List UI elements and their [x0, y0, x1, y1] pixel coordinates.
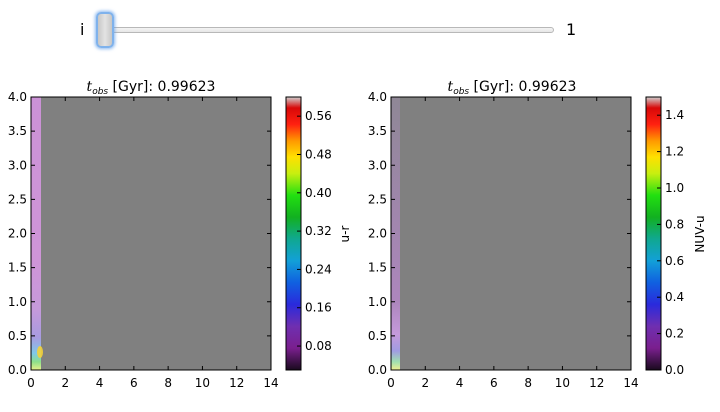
panel-right-xtick-label: 8	[524, 376, 532, 390]
panel-left-title: tobs [Gyr]: 0.99623	[87, 79, 216, 97]
panel-left-ytick-label: 1.0	[8, 295, 27, 309]
panel-right-colorbar-tick-label: 1.4	[665, 108, 684, 122]
panel-right-ytick-label: 2.0	[368, 227, 387, 241]
panel-right-colorbar-tick-label: 0.8	[665, 217, 684, 231]
panel-left-colorbar	[285, 96, 302, 371]
slider-handle[interactable]	[96, 12, 115, 48]
panel-left-colorbar-tick-label: 0.56	[305, 109, 332, 123]
panel-right-xtick-label: 0	[387, 376, 395, 390]
panel-right-xtick-label: 2	[421, 376, 429, 390]
panel-right-colorbar-tick-label: 0.0	[665, 363, 684, 377]
panel-right-colorbar-label: NUV-u	[693, 215, 707, 252]
panel-left-ytick-label: 1.5	[8, 261, 27, 275]
panel-right-title: tobs [Gyr]: 0.99623	[448, 79, 577, 97]
panel-left-colorbar-tick-label: 0.08	[305, 339, 332, 353]
panel-left-xtick-label: 10	[195, 376, 210, 390]
panel-right-ytick-label: 0.0	[368, 363, 387, 377]
panel-left-data-hotspot	[37, 346, 43, 358]
panel-left-xtick-label: 8	[164, 376, 172, 390]
panel-left-xtick-label: 4	[96, 376, 104, 390]
panel-right-ytick-label: 4.0	[368, 90, 387, 104]
panel-right-colorbar-tick-label: 0.6	[665, 254, 684, 268]
panel-right-plot-area	[391, 97, 631, 370]
panel-right: tobs [Gyr]: 0.99623 0.0 0.5 1.0 1.5 2.0 2.5 3.…	[368, 79, 707, 390]
panel-right-xtick-label: 14	[623, 376, 638, 390]
panel-left-xtick-label: 12	[229, 376, 244, 390]
panel-left-ytick-label: 0.5	[8, 329, 27, 343]
panel-left-ytick-label: 2.0	[8, 227, 27, 241]
panel-left-colorbar-tick-label: 0.24	[305, 262, 332, 276]
panel-left-ytick-label: 2.5	[8, 192, 27, 206]
panel-right-colorbar-ticks: 0.0 0.2 0.4 0.6 0.8 1.0 1.2 1.4	[657, 108, 684, 377]
panel-right-data-strip	[391, 97, 400, 370]
slider-widget: i 1	[0, 0, 720, 60]
panel-left-ytick-label: 4.0	[8, 90, 27, 104]
panel-right-ytick-label: 1.0	[368, 295, 387, 309]
panel-right-colorbar-tick-label: 0.4	[665, 290, 684, 304]
panel-right-ytick-label: 0.5	[368, 329, 387, 343]
panel-left-xtick-label: 14	[263, 376, 278, 390]
slider-track[interactable]	[96, 27, 554, 33]
panel-right-colorbar-tick-label: 1.2	[665, 145, 684, 159]
panel-left-colorbar-tick-label: 0.32	[305, 224, 332, 238]
panel-left-plot-area	[31, 97, 271, 370]
panel-right-ytick-label: 1.5	[368, 261, 387, 275]
panel-right-xtick-label: 4	[456, 376, 464, 390]
panel-right-xtick-label: 6	[490, 376, 498, 390]
panel-left-colorbar-tick-label: 0.16	[305, 301, 332, 315]
panel-left-colorbar-tick-label: 0.40	[305, 186, 332, 200]
panel-left-xtick-label: 2	[61, 376, 69, 390]
panel-right-ytick-label: 3.0	[368, 158, 387, 172]
panel-right-xtick-label: 12	[589, 376, 604, 390]
panel-left-xtick-label: 6	[130, 376, 138, 390]
panel-left-colorbar-label: u-r	[338, 226, 352, 243]
figure: tobs [Gyr]: 0.99623 0.0 0.5 1.0 1.5 2.0 2.5 3.…	[8, 79, 707, 390]
panel-left-ytick-label: 3.5	[8, 124, 27, 138]
panel-right-ytick-label: 3.5	[368, 124, 387, 138]
panel-right-colorbar-tick-label: 1.0	[665, 181, 684, 195]
panel-right-xaxis: 0 2 4 6 8 10 12 14	[387, 97, 639, 390]
panel-left-colorbar-tick-label: 0.48	[305, 147, 332, 161]
panel-right-xtick-label: 10	[555, 376, 570, 390]
panel-left-ytick-label: 0.0	[8, 363, 27, 377]
panel-right-yaxis: 0.0 0.5 1.0 1.5 2.0 2.5 3.0 3.5 4.0	[368, 90, 631, 377]
panel-right-ytick-label: 2.5	[368, 192, 387, 206]
panel-left-ytick-label: 3.0	[8, 158, 27, 172]
panel-left: tobs [Gyr]: 0.99623 0.0 0.5 1.0 1.5 2.0 2.5 3.…	[8, 79, 352, 390]
slider-max-label: 1	[566, 20, 577, 39]
slider-min-label: i	[80, 20, 85, 39]
panel-left-xaxis: 0 2 4 6 8 10 12 14	[27, 97, 279, 390]
panel-left-xtick-label: 0	[27, 376, 35, 390]
panel-right-colorbar	[645, 96, 662, 371]
panel-right-colorbar-tick-label: 0.2	[665, 327, 684, 341]
panel-left-yaxis: 0.0 0.5 1.0 1.5 2.0 2.5 3.0 3.5 4.0	[8, 90, 271, 377]
panel-left-data-strip	[31, 97, 41, 370]
panel-left-colorbar-ticks: 0.08 0.16 0.24 0.32 0.40 0.48 0.56	[297, 109, 332, 353]
